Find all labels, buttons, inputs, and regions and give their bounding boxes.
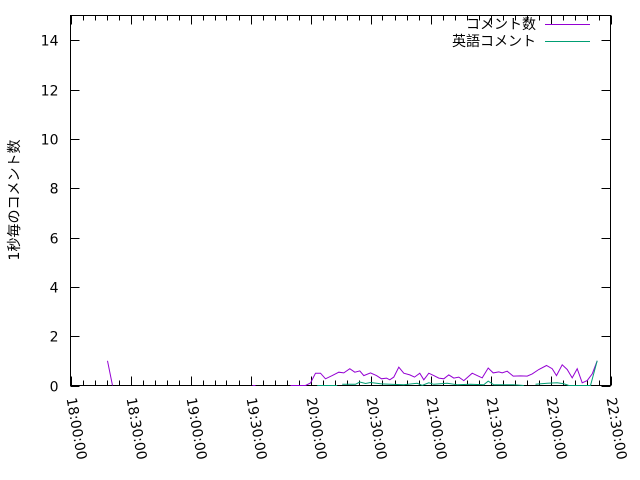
y-tick-label: 6: [50, 232, 59, 248]
y-tick-label: 2: [50, 330, 59, 346]
x-tick-labels: 18:00:00 18:30:00 19:00:00 19:30:00 20:00:00…: [63, 396, 630, 461]
y-tick-label: 0: [50, 380, 59, 396]
y-tick-label: 10: [41, 133, 59, 149]
y-tick-labels: 0 2 4 6 8 10 12 14: [41, 34, 59, 396]
y-axis-label: 1秒毎のコメント数: [7, 140, 23, 261]
x-tick-label: 18:30:00: [123, 396, 150, 461]
x-tick-label: 21:00:00: [423, 396, 450, 461]
x-tick-label: 22:30:00: [603, 396, 630, 461]
y-tick-label: 14: [41, 34, 59, 50]
axis-ticks: [70, 15, 612, 387]
x-tick-label: 20:00:00: [303, 396, 330, 461]
legend-label: 英語コメント: [452, 33, 536, 50]
x-tick-label: 19:00:00: [183, 396, 210, 461]
x-tick-label: 18:00:00: [63, 396, 90, 461]
series-line-1: [107, 360, 598, 386]
legend-label: コメント数: [466, 17, 536, 33]
x-tick-label: 19:30:00: [243, 396, 270, 461]
x-tick-label: 22:00:00: [543, 396, 570, 461]
y-tick-label: 12: [41, 84, 59, 100]
series-lines: [107, 360, 598, 386]
x-tick-label: 21:30:00: [483, 396, 510, 461]
series-line-2: [317, 360, 598, 386]
y-tick-label: 8: [50, 182, 59, 198]
y-tick-label: 4: [50, 281, 59, 297]
x-tick-label: 20:30:00: [363, 396, 390, 461]
plot-frame: [70, 15, 611, 386]
